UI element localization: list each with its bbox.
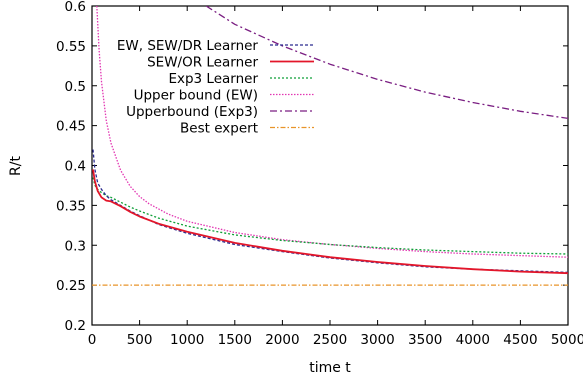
y-tick-label: 0.6 — [65, 0, 86, 15]
x-tick-label: 4500 — [503, 332, 537, 348]
series-line-4 — [205, 6, 568, 120]
x-tick-label: 3000 — [360, 332, 394, 348]
legend-label: Upperbound (Exp3) — [126, 104, 258, 120]
x-tick-label: 2000 — [265, 332, 299, 348]
x-tick-label: 3500 — [408, 332, 442, 348]
y-tick-label: 0.4 — [65, 159, 86, 175]
y-tick-label: 0.55 — [56, 39, 86, 55]
y-tick-label: 0.5 — [65, 79, 86, 95]
legend-label: Upper bound (EW) — [134, 88, 258, 104]
series-line-0 — [92, 149, 568, 274]
y-tick-label: 0.2 — [65, 318, 86, 334]
y-tick-label: 0.3 — [65, 238, 86, 254]
x-tick-label: 1500 — [218, 332, 252, 348]
legend-label: Best expert — [180, 121, 258, 137]
x-axis-label: time t — [309, 360, 351, 376]
legend-label: SEW/OR Learner — [147, 55, 258, 71]
x-tick-label: 1000 — [170, 332, 204, 348]
x-tick-label: 4000 — [456, 332, 490, 348]
y-axis-label: R/t — [8, 156, 24, 176]
series-line-1 — [92, 169, 568, 275]
y-tick-label: 0.45 — [56, 119, 86, 135]
series-group — [92, 6, 568, 286]
legend-label: EW, SEW/DR Learner — [117, 38, 259, 54]
legend-label: Exp3 Learner — [168, 71, 258, 87]
axis-ticks: 0 500 1000 1500 2000 2500 3000 3500 4000 4500 5000… — [56, 0, 583, 348]
x-tick-label: 5000 — [551, 332, 583, 348]
y-tick-label: 0.35 — [56, 198, 86, 214]
series-line-3 — [96, 6, 568, 258]
series-layer — [92, 6, 568, 286]
x-tick-label: 0 — [88, 332, 97, 348]
x-tick-label: 500 — [127, 332, 153, 348]
series-line-2 — [92, 177, 568, 255]
y-tick-label: 0.25 — [56, 278, 86, 294]
x-tick-label: 2500 — [313, 332, 347, 348]
